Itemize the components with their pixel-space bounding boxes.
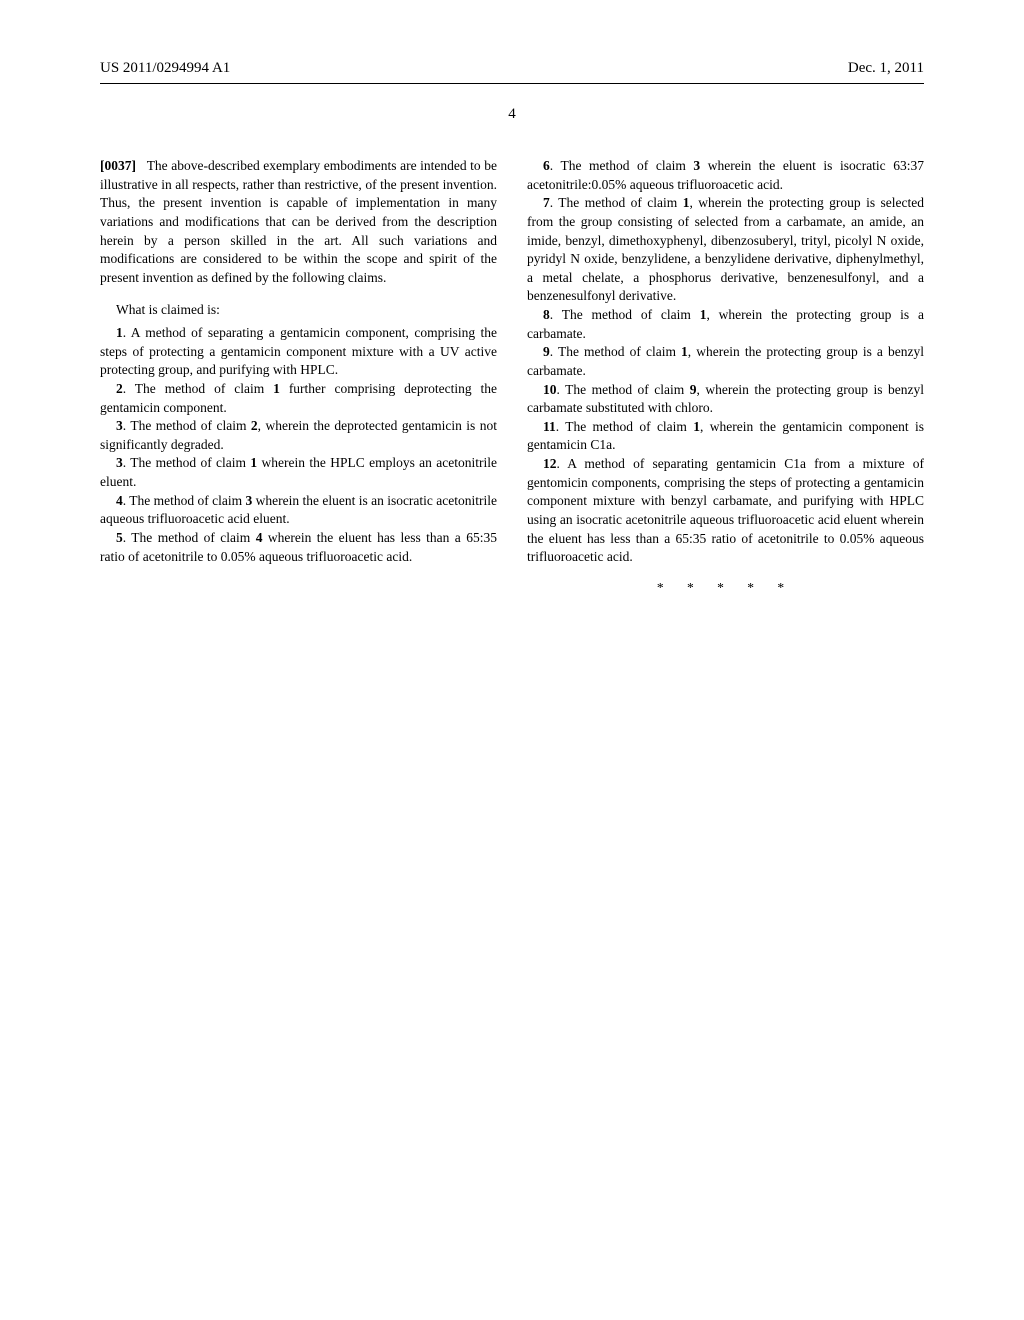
claim-number: 9 [543,344,550,359]
claim-number: 10 [543,382,557,397]
claim-text: . The method of claim [550,344,681,359]
claim-number: 2 [116,381,123,396]
claim-number: 3 [116,455,123,470]
publication-number: US 2011/0294994 A1 [100,60,230,77]
end-stars: * * * * * [527,579,924,598]
claim-8: 8. The method of claim 1, wherein the pr… [527,306,924,343]
claim-7: 7. The method of claim 1, wherein the pr… [527,194,924,306]
claim-number: 5 [116,530,123,545]
claim-text: . A method of separating gentamicin C1a … [527,456,924,564]
columns-container: [0037] The above-described exemplary emb… [100,157,924,597]
page: US 2011/0294994 A1 Dec. 1, 2011 4 [0037]… [0,0,1024,1320]
claim-text: . The method of claim [557,382,690,397]
right-column: 6. The method of claim 3 wherein the elu… [527,157,924,597]
claim-10: 10. The method of claim 9, wherein the p… [527,381,924,418]
claim-ref: 1 [693,419,700,434]
claim-text: . The method of claim [550,307,700,322]
publication-date: Dec. 1, 2011 [848,60,924,77]
claim-text: . A method of separating a gentamicin co… [100,325,497,377]
claim-5: 5. The method of claim 4 wherein the elu… [100,529,497,566]
header-divider [100,83,924,84]
claim-ref: 9 [690,382,697,397]
para-text: The above-described exemplary embodiment… [100,158,497,285]
claim-ref: 2 [251,418,258,433]
claim-number: 11 [543,419,556,434]
paragraph-0037: [0037] The above-described exemplary emb… [100,157,497,287]
claim-12: 12. A method of separating gentamicin C1… [527,455,924,567]
claim-text: . The method of claim [123,530,256,545]
page-header: US 2011/0294994 A1 Dec. 1, 2011 [100,60,924,77]
claim-3a: 3. The method of claim 2, wherein the de… [100,417,497,454]
claim-text: . The method of claim [123,455,251,470]
claim-text: . The method of claim [123,418,251,433]
claim-text: . The method of claim [556,419,694,434]
claim-number: 6 [543,158,550,173]
claim-3b: 3. The method of claim 1 wherein the HPL… [100,454,497,491]
claim-6: 6. The method of claim 3 wherein the elu… [527,157,924,194]
claims-intro: What is claimed is: [100,301,497,320]
claim-number: 1 [116,325,123,340]
claim-ref: 1 [273,381,280,396]
claim-9: 9. The method of claim 1, wherein the pr… [527,343,924,380]
para-number: [0037] [100,158,136,173]
claim-number: 4 [116,493,123,508]
claim-number: 8 [543,307,550,322]
claim-text: . The method of claim [123,381,273,396]
claim-11: 11. The method of claim 1, wherein the g… [527,418,924,455]
claim-2: 2. The method of claim 1 further compris… [100,380,497,417]
claim-ref: 1 [681,344,688,359]
claim-text: . The method of claim [550,195,683,210]
claim-text: , wherein the protecting group is select… [527,195,924,303]
page-number: 4 [100,106,924,123]
claim-text: . The method of claim [123,493,246,508]
claim-number: 12 [543,456,557,471]
left-column: [0037] The above-described exemplary emb… [100,157,497,597]
claim-text: . The method of claim [550,158,694,173]
claim-1: 1. A method of separating a gentamicin c… [100,324,497,380]
claim-4: 4. The method of claim 3 wherein the elu… [100,492,497,529]
claim-number: 7 [543,195,550,210]
claim-number: 3 [116,418,123,433]
